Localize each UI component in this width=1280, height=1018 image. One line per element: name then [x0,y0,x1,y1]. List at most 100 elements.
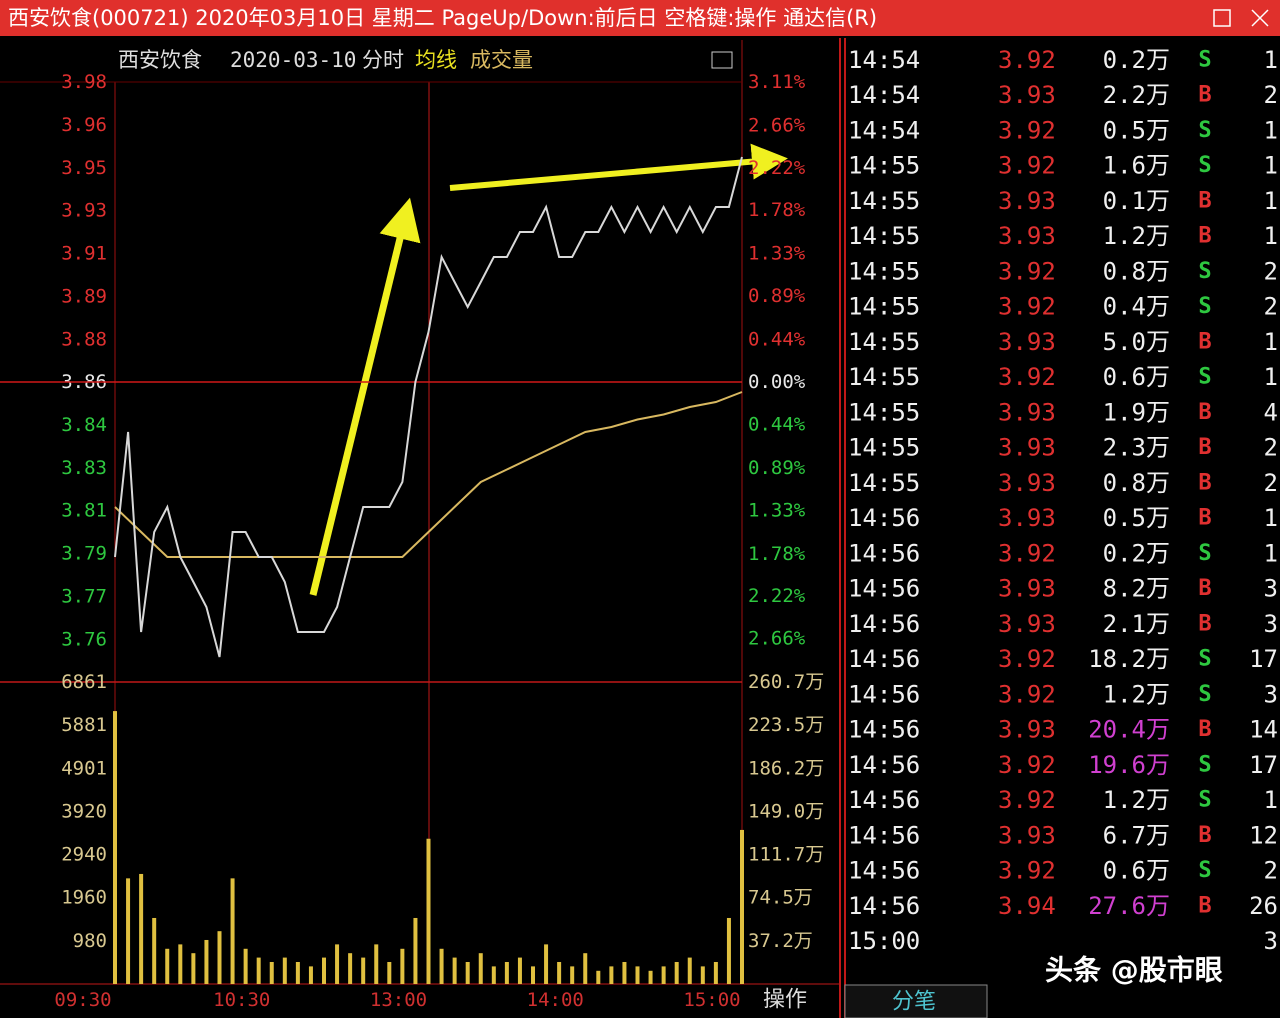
volume-bar [700,966,705,984]
trade-count: 2 [1264,857,1278,885]
vol-tick-label: 4901 [61,757,107,779]
tab[interactable]: 分笔 [892,990,936,1015]
trade-volume: 20.4万 [1088,716,1170,744]
trade-time: 14:55 [848,363,920,391]
panel-icon[interactable] [711,51,733,69]
trade-volume: 2.3万 [1103,434,1170,462]
trade-side: S [1198,259,1211,284]
trade-time: 14:55 [848,187,920,215]
x-tick-label: 13:00 [370,989,427,1011]
trade-side: S [1198,647,1211,672]
trade-price: 3.92 [998,751,1056,779]
pct-tick-label: 0.89% [748,457,806,479]
pct-tick-label: 1.78% [748,199,806,221]
trade-time: 14:55 [848,293,920,321]
volume-bar [504,961,509,984]
trade-volume: 1.2万 [1103,786,1170,814]
trade-price: 3.93 [998,328,1056,356]
trade-price: 3.93 [998,821,1056,849]
vol-tick-label: 6861 [61,671,107,693]
volume-bar [570,966,575,984]
trade-side: S [1198,682,1211,707]
vol-tick-label: 980 [73,930,107,952]
close-button[interactable] [1251,9,1269,27]
y-tick-label: 3.84 [61,414,107,436]
pct-tick-label: 2.22% [748,585,806,607]
trade-volume: 19.6万 [1088,751,1170,779]
volume-bar [557,961,562,984]
trade-count: 3 [1264,610,1278,638]
trade-time: 14:55 [848,434,920,462]
tab[interactable]: 操作 [763,988,807,1013]
trade-count: 3 [1264,680,1278,708]
trade-volume: 0.2万 [1103,46,1170,74]
pct-tick-label: 2.22% [748,157,806,179]
trade-count: 2 [1264,469,1278,497]
trade-volume: 0.6万 [1103,857,1170,885]
trade-side: S [1198,541,1211,566]
trade-price: 3.92 [998,539,1056,567]
vol-tick-label-right: 223.5万 [748,714,824,736]
trade-side: B [1198,576,1211,601]
trade-count: 12 [1249,821,1278,849]
title-bar [0,0,1280,36]
x-tick-label: 09:30 [54,989,111,1011]
trade-time: 15:00 [848,927,920,955]
volume-bar [335,944,340,984]
maximize-button[interactable] [1213,9,1231,27]
trade-count: 1 [1264,786,1278,814]
trade-count: 1 [1264,152,1278,180]
volume-bar [478,953,483,984]
y-tick-label: 3.77 [61,585,107,607]
trade-time: 14:56 [848,645,920,673]
volume-bar [374,944,379,984]
trade-time: 14:55 [848,328,920,356]
trade-side: B [1198,83,1211,108]
trade-price: 3.93 [998,610,1056,638]
trade-price: 3.92 [998,116,1056,144]
trade-time: 14:55 [848,469,920,497]
trade-count: 1 [1264,539,1278,567]
trade-time: 14:56 [848,680,920,708]
trade-side: B [1198,823,1211,848]
trade-volume: 2.1万 [1103,610,1170,638]
vol-tick-label-right: 186.2万 [748,757,824,779]
trade-time: 14:56 [848,786,920,814]
trade-volume: 0.1万 [1103,187,1170,215]
volume-bar [413,917,418,984]
volume-bar [348,953,353,984]
trade-volume: 0.2万 [1103,539,1170,567]
trade-price: 3.93 [998,469,1056,497]
pct-tick-label: 2.66% [748,628,806,650]
volume-bar [465,961,470,984]
trade-price: 3.92 [998,257,1056,285]
volume-bar [740,829,744,984]
trade-side: B [1198,224,1211,249]
trade-side: B [1198,506,1211,531]
trade-count: 2 [1264,257,1278,285]
trade-time: 14:55 [848,257,920,285]
volume-bar [178,944,183,984]
volume-bar [439,948,444,984]
pct-tick-label: 2.66% [748,114,806,136]
trade-volume: 18.2万 [1088,645,1170,673]
trade-price: 3.93 [998,716,1056,744]
pct-tick-label: 1.78% [748,543,806,565]
trade-time: 14:55 [848,222,920,250]
y-tick-label: 3.79 [61,543,107,565]
pct-tick-label: 0.44% [748,329,806,351]
trade-side: B [1198,893,1211,918]
trade-count: 1 [1264,187,1278,215]
trade-time: 14:56 [848,575,920,603]
volume-bar [126,878,131,984]
trade-count: 14 [1249,716,1278,744]
trade-price: 3.93 [998,504,1056,532]
volume-bar [243,948,248,984]
vol-tick-label-right: 149.0万 [748,800,824,822]
volume-bar [256,957,261,984]
trade-volume: 1.2万 [1103,222,1170,250]
trade-side: S [1198,118,1211,143]
chart-date: 2020-03-10 [230,48,356,72]
